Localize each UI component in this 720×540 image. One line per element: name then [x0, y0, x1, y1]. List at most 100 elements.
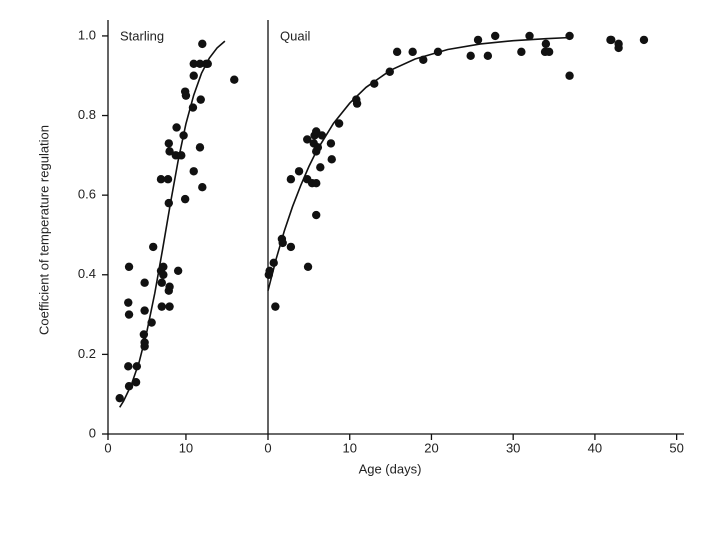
data-point: [180, 194, 190, 204]
data-point: [164, 139, 173, 148]
data-point: [189, 71, 198, 80]
y-tick-label: 0.4: [78, 266, 96, 281]
data-point: [189, 167, 198, 176]
y-tick-label: 0.6: [78, 187, 96, 202]
data-point: [614, 43, 623, 53]
data-point: [483, 51, 493, 61]
data-point: [124, 310, 134, 319]
data-point: [385, 67, 394, 76]
x-tick-label: 50: [669, 440, 683, 455]
data-point: [124, 362, 133, 371]
data-point: [132, 362, 142, 371]
data-point: [156, 175, 166, 184]
data-point: [198, 39, 207, 49]
data-point: [352, 99, 362, 108]
data-point: [173, 266, 183, 275]
y-tick-label: 0.8: [78, 107, 96, 122]
x-axis-label: Age (days): [359, 461, 422, 476]
data-point: [491, 31, 500, 41]
x-tick-label: 10: [179, 440, 193, 455]
data-point: [294, 167, 304, 176]
data-point: [408, 47, 417, 57]
data-point: [124, 382, 134, 391]
data-point: [230, 75, 239, 84]
data-point: [392, 47, 402, 57]
x-tick-label: 40: [588, 440, 602, 455]
data-point: [473, 35, 483, 45]
data-point: [265, 266, 274, 275]
data-point: [140, 306, 149, 315]
data-point: [544, 47, 554, 57]
fit-curve: [267, 36, 571, 291]
data-point: [196, 95, 205, 104]
data-point: [140, 278, 149, 287]
data-point: [517, 47, 526, 57]
data-point: [203, 59, 212, 68]
data-point: [188, 103, 198, 112]
y-tick-label: 1.0: [78, 27, 96, 42]
x-tick-label: 0: [104, 440, 111, 455]
panel-label: Starling: [120, 28, 164, 43]
data-point: [312, 179, 321, 188]
data-point: [195, 59, 205, 68]
data-point: [313, 143, 323, 152]
y-tick-label: 0: [89, 425, 96, 440]
data-point: [163, 175, 173, 184]
data-point: [286, 242, 296, 252]
data-point: [181, 91, 191, 100]
data-point: [639, 35, 649, 45]
data-point: [370, 79, 379, 88]
data-point: [124, 298, 133, 307]
data-point: [172, 123, 181, 132]
data-point: [115, 393, 124, 403]
data-point: [165, 282, 174, 291]
data-point: [157, 302, 166, 311]
data-point: [269, 258, 278, 268]
x-tick-label: 0: [264, 440, 271, 455]
data-point: [607, 35, 616, 45]
data-point: [525, 31, 534, 41]
data-point: [334, 119, 344, 128]
data-point: [419, 55, 428, 65]
data-point: [149, 242, 158, 252]
data-point: [312, 210, 321, 220]
x-tick-label: 10: [342, 440, 356, 455]
data-point: [303, 135, 312, 144]
data-point: [433, 47, 443, 57]
data-point: [159, 270, 168, 279]
data-point: [147, 318, 156, 327]
data-point: [327, 155, 336, 164]
data-point: [303, 262, 313, 272]
data-point: [271, 302, 280, 311]
panel-label: Quail: [280, 28, 310, 43]
data-point: [278, 238, 287, 248]
data-point: [198, 182, 207, 192]
data-point: [189, 59, 198, 68]
data-point: [159, 262, 168, 272]
data-point: [131, 378, 141, 387]
data-point: [164, 198, 173, 208]
data-point: [165, 147, 174, 156]
x-tick-label: 20: [424, 440, 438, 455]
data-point: [179, 131, 188, 140]
x-tick-label: 30: [506, 440, 520, 455]
y-axis-label: Coefficient of temperature regulation: [36, 125, 51, 335]
data-point: [124, 262, 134, 272]
data-point: [565, 31, 574, 41]
data-point: [466, 51, 475, 61]
data-point: [157, 278, 166, 287]
fit-curve: [119, 40, 226, 408]
data-point: [140, 338, 149, 347]
data-point: [165, 302, 174, 311]
data-point: [195, 143, 205, 152]
data-point: [326, 139, 336, 148]
data-point: [565, 71, 574, 80]
data-point: [317, 131, 327, 140]
data-point: [316, 163, 325, 172]
data-point: [139, 330, 149, 339]
data-point: [541, 39, 551, 49]
data-point: [177, 151, 186, 160]
y-tick-label: 0.2: [78, 346, 96, 361]
